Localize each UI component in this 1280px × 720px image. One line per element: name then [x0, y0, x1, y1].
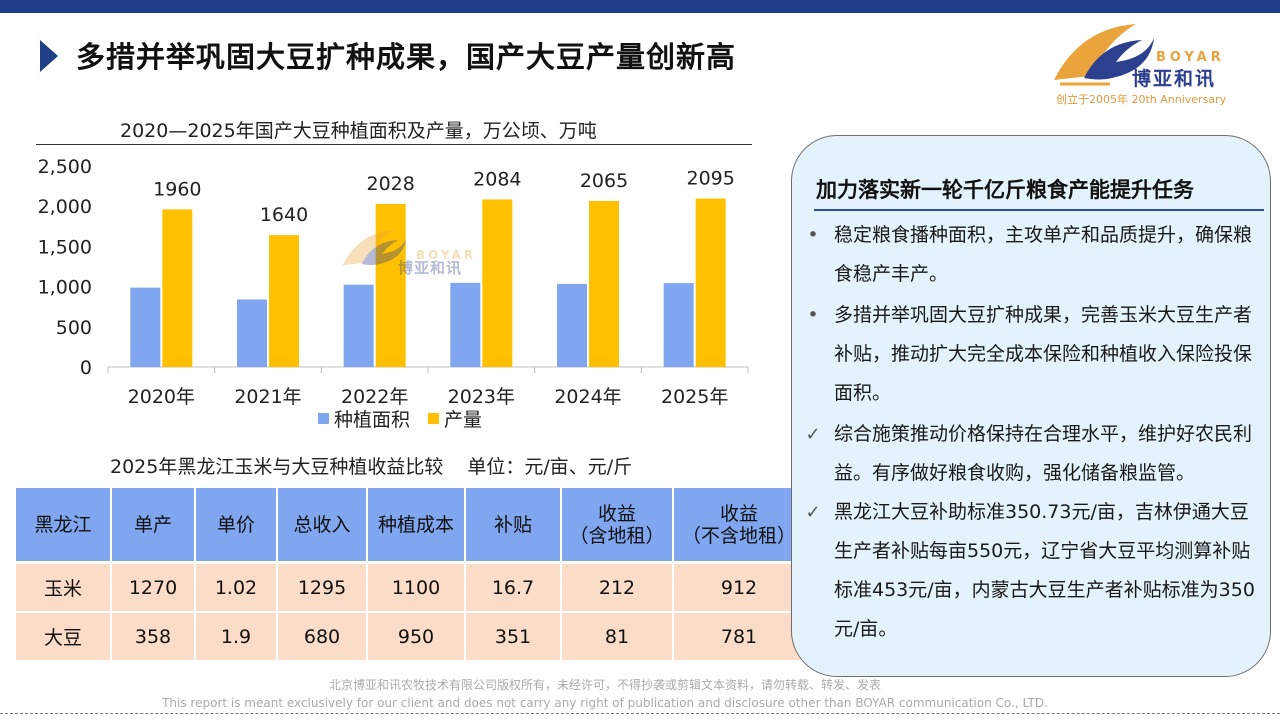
table-cell: 1295	[277, 562, 368, 613]
table-cell: 大豆	[16, 612, 112, 660]
x-tick-label: 2025年	[661, 386, 728, 408]
x-tick-label: 2023年	[448, 386, 515, 408]
table-unit: 单位：元/亩、元/斤	[467, 456, 633, 478]
x-tick-label: 2022年	[341, 386, 408, 408]
footer-copyright-en: This report is meant exclusively for our…	[162, 696, 1048, 710]
table-header-cell: 收益 （不含地租）	[673, 488, 804, 564]
table-title-text: 2025年黑龙江玉米与大豆种植收益比较	[110, 456, 444, 478]
policy-panel: 加力落实新一轮千亿斤粮食产能提升任务 • 稳定粮食播种面积，主攻单产和品质提升，…	[791, 135, 1271, 677]
y-tick-label: 0	[80, 357, 92, 379]
data-label: 1960	[153, 178, 201, 200]
top-banner-bar	[0, 0, 1280, 13]
legend-label: 产量	[444, 409, 482, 431]
table-cell: 912	[673, 562, 804, 613]
logo-tagline: 创立于2005年 20th Anniversary	[1056, 93, 1227, 106]
data-label: 1640	[260, 204, 308, 226]
bar-planting-area	[343, 284, 374, 367]
legend-swatch-production	[428, 413, 439, 424]
table-cell: 1270	[111, 562, 196, 613]
table-header-cell: 单价	[195, 488, 278, 564]
list-item: • 多措并举巩固大豆扩种成果，完善玉米大豆生产者补贴，推动扩大完全成本保险和种植…	[800, 296, 1262, 413]
bullet-text: 综合施策推动价格保持在合理水平，维护好农民利益。有序做好粮食收购，强化储备粮监管…	[834, 423, 1253, 484]
bar-planting-area	[663, 283, 694, 367]
x-tick-label: 2020年	[128, 386, 195, 408]
table-header-cell: 收益 （含地租）	[561, 488, 674, 564]
y-tick-label: 2,500	[38, 156, 92, 178]
bullet-text: 黑龙江大豆补助标准350.73元/亩，吉林伊通大豆生产者补贴每亩550元，辽宁省…	[834, 501, 1255, 640]
table-cell: 212	[561, 562, 674, 613]
income-comparison-table: 黑龙江 单产 单价 总收入 种植成本 补贴 收益 （含地租） 收益 （不含地租）…	[16, 488, 804, 660]
check-mark-icon: ✓	[805, 424, 821, 445]
data-label: 2028	[366, 173, 414, 195]
legend-swatch-planting-area	[318, 413, 329, 424]
bar-production	[482, 199, 513, 367]
table-cell: 950	[367, 612, 466, 660]
page-title: 多措并举巩固大豆扩种成果，国产大豆产量创新高	[76, 40, 737, 74]
table-cell: 1.02	[195, 562, 278, 613]
table-cell: 358	[111, 612, 196, 660]
bar-chart: 0 500 1,000 1,500 2,000 2,500 1960 2020年 1640 202…	[38, 156, 749, 431]
watermark-bird-icon	[342, 229, 407, 266]
table-cell: 81	[561, 612, 674, 660]
data-label: 2095	[686, 168, 734, 190]
bar-planting-area	[130, 287, 161, 367]
table-cell: 781	[673, 612, 804, 660]
bullet-text: 稳定粮食播种面积，主攻单产和品质提升，确保粮食稳产丰产。	[834, 224, 1253, 285]
watermark-logo: BOYAR 博亚和讯	[340, 222, 490, 282]
list-item: ✓ 综合施策推动价格保持在合理水平，维护好农民利益。有序做好粮食收购，强化储备粮…	[800, 415, 1262, 493]
watermark-english-text: BOYAR	[416, 248, 476, 262]
title-arrow-icon	[40, 40, 58, 72]
table-cell: 1.9	[195, 612, 278, 660]
footer-divider	[0, 713, 1280, 714]
bullet-list: • 稳定粮食播种面积，主攻单产和品质提升，确保粮食稳产丰产。 • 多措并举巩固大…	[800, 216, 1262, 649]
table-header-cell: 总收入	[277, 488, 368, 564]
list-item: • 稳定粮食播种面积，主攻单产和品质提升，确保粮食稳产丰产。	[800, 216, 1262, 294]
list-item: ✓ 黑龙江大豆补助标准350.73元/亩，吉林伊通大豆生产者补贴每亩550元，辽…	[800, 493, 1262, 649]
y-tick-label: 1,000	[38, 277, 92, 299]
bar-production	[269, 235, 299, 367]
data-label: 2065	[580, 170, 628, 192]
panel-title: 加力落实新一轮千亿斤粮食产能提升任务	[816, 178, 1194, 202]
bar-production	[695, 198, 726, 367]
bullet-dot-icon: •	[807, 304, 819, 326]
watermark-chinese-text: 博亚和讯	[398, 259, 463, 277]
footer-copyright-cn: 北京博亚和讯农牧技术有限公司版权所有，未经许可，不得抄袭或剪辑文本资料，请勿转载…	[328, 678, 881, 692]
boyar-logo: BOYAR 博亚和讯 创立于2005年 20th Anniversary	[1050, 18, 1240, 110]
table-header-cell: 补贴	[465, 488, 562, 564]
bar-production	[162, 209, 193, 367]
table-row: 玉米 1270 1.02 1295 1100 16.7 212 912	[16, 562, 804, 613]
logo-chinese-text: 博亚和讯	[1132, 68, 1217, 90]
bar-planting-area	[557, 283, 587, 367]
x-tick-label: 2021年	[234, 386, 301, 408]
bar-production	[375, 203, 406, 367]
bar-planting-area	[450, 282, 481, 367]
x-tick-label: 2024年	[554, 386, 621, 408]
bullet-text: 多措并举巩固大豆扩种成果，完善玉米大豆生产者补贴，推动扩大完全成本保险和种植收入…	[834, 304, 1253, 404]
y-tick-label: 1,500	[38, 236, 92, 258]
table-cell: 玉米	[16, 562, 112, 613]
y-tick-label: 2,000	[38, 196, 92, 218]
data-label: 2084	[473, 168, 521, 190]
panel-title-divider	[814, 209, 1264, 211]
y-tick-label: 500	[56, 317, 92, 339]
table-header-row: 黑龙江 单产 单价 总收入 种植成本 补贴 收益 （含地租） 收益 （不含地租）	[16, 488, 804, 564]
chart-title: 2020—2025年国产大豆种植面积及产量，万公顷、万吨	[120, 120, 597, 142]
bar-planting-area	[237, 299, 267, 367]
check-mark-icon: ✓	[805, 502, 821, 523]
table-header-cell: 黑龙江	[16, 488, 112, 564]
table-cell: 351	[465, 612, 562, 660]
table-row: 大豆 358 1.9 680 950 351 81 781	[16, 612, 804, 660]
boyar-bird-icon	[1054, 24, 1154, 86]
logo-english-text: BOYAR	[1156, 50, 1225, 65]
bullet-dot-icon: •	[807, 224, 819, 246]
bar-production	[589, 200, 619, 367]
table-header-cell: 单产	[111, 488, 196, 564]
table-cell: 16.7	[465, 562, 562, 613]
table-header-cell: 种植成本	[367, 488, 466, 564]
table-cell: 1100	[367, 562, 466, 613]
chart-title-divider	[36, 144, 752, 145]
table-cell: 680	[277, 612, 368, 660]
table-title: 2025年黑龙江玉米与大豆种植收益比较 单位：元/亩、元/斤	[110, 452, 632, 479]
legend-label: 种植面积	[334, 409, 410, 431]
